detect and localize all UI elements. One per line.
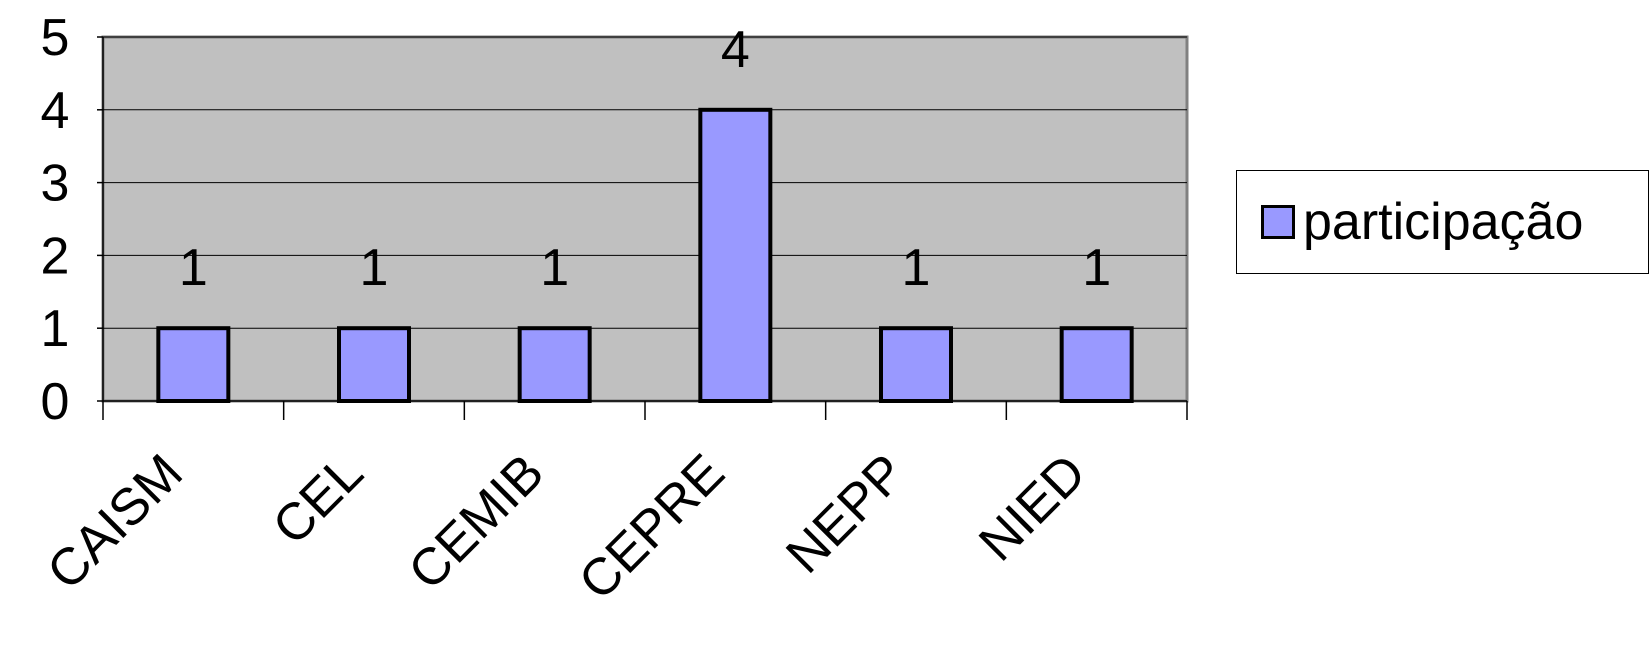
x-category-label-cemib: CEMIB — [398, 443, 555, 600]
legend-label: participação — [1303, 193, 1584, 251]
y-tick-label: 1 — [41, 300, 70, 358]
plot-area — [101, 35, 1189, 403]
data-label-cepre: 4 — [721, 21, 750, 79]
data-label-cemib: 1 — [540, 239, 569, 297]
x-category-label-cel: CEL — [262, 443, 375, 556]
y-tick-label: 5 — [41, 9, 70, 67]
legend: participação — [1236, 170, 1649, 274]
y-tick-label: 0 — [41, 373, 70, 431]
data-label-nied: 1 — [1082, 239, 1111, 297]
y-tick-label: 4 — [41, 82, 70, 140]
bar-caism — [156, 326, 231, 404]
bar-nied — [1059, 326, 1134, 404]
data-label-caism: 1 — [179, 239, 208, 297]
bar-cel — [337, 326, 411, 404]
x-category-label-caism: CAISM — [36, 443, 193, 600]
bar-cepre — [698, 107, 773, 404]
x-category-label-nied: NIED — [968, 443, 1097, 572]
bar-cemib — [517, 326, 592, 404]
legend-swatch — [1261, 205, 1295, 239]
data-label-cel: 1 — [360, 239, 389, 297]
x-category-label-nepp: NEPP — [775, 443, 916, 584]
y-tick-label: 3 — [41, 155, 70, 213]
y-tick-label: 2 — [41, 227, 70, 285]
bar-nepp — [879, 326, 953, 404]
x-category-label-cepre: CEPRE — [568, 443, 736, 611]
data-label-nepp: 1 — [902, 239, 931, 297]
